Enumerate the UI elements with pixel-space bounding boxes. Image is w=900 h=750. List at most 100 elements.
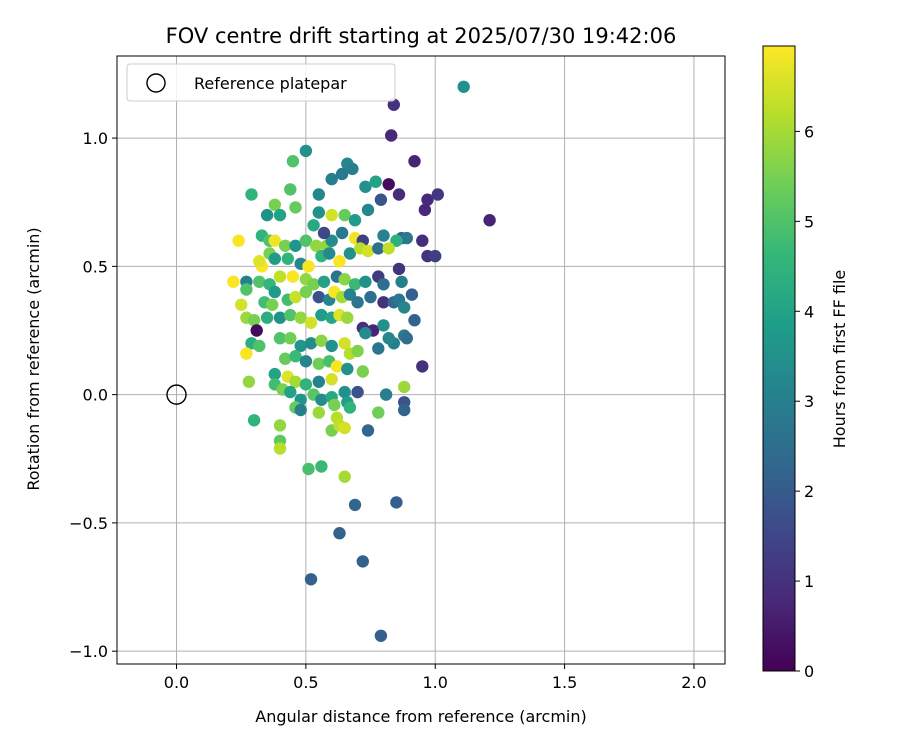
x-tick-label: 0.5 (293, 673, 318, 692)
data-point (325, 373, 338, 386)
colorbar-label: Hours from first FF file (830, 270, 849, 449)
data-point (338, 337, 351, 350)
data-point (390, 496, 403, 509)
data-point (390, 234, 403, 247)
data-point (312, 375, 325, 388)
data-point (429, 249, 442, 263)
data-point (416, 234, 429, 247)
colorbar-tick-label: 2 (804, 482, 814, 501)
data-point (361, 244, 375, 258)
data-point (457, 80, 470, 94)
data-point (361, 424, 375, 437)
data-point (315, 460, 328, 473)
data-point (273, 311, 287, 324)
data-point (247, 414, 261, 427)
data-point (289, 239, 302, 252)
data-point (374, 193, 388, 206)
data-point (304, 573, 318, 586)
data-point (418, 203, 432, 217)
data-point (408, 314, 421, 327)
data-point (338, 208, 351, 222)
data-point (372, 242, 385, 255)
data-point (302, 260, 315, 273)
data-point (273, 332, 287, 345)
data-point (227, 275, 240, 288)
data-point (268, 252, 281, 265)
data-point (431, 188, 444, 201)
legend-marker-open-circle (146, 73, 166, 93)
data-point (416, 360, 429, 373)
data-point (268, 367, 281, 381)
x-tick-label: 1.5 (552, 673, 577, 692)
data-point (372, 342, 385, 355)
x-tick-label: 2.0 (681, 673, 706, 692)
data-point (312, 290, 325, 304)
colorbar-tick-label: 5 (804, 212, 814, 231)
data-point (247, 314, 261, 327)
data-point (253, 255, 266, 268)
data-point (325, 234, 338, 247)
data-point (338, 421, 351, 435)
data-point (242, 375, 256, 388)
x-tick-label: 0.0 (164, 673, 189, 692)
data-point (235, 298, 248, 311)
grid (117, 56, 725, 664)
y-tick-label: 1.0 (83, 129, 108, 148)
data-point (315, 334, 328, 347)
data-point (341, 311, 354, 324)
data-point (377, 278, 390, 291)
data-point (307, 219, 320, 232)
data-point (356, 555, 369, 568)
data-point (284, 332, 297, 345)
data-point (312, 357, 325, 370)
data-point (273, 270, 287, 283)
plot-frame (116, 55, 726, 665)
data-point (359, 326, 372, 340)
data-point (273, 419, 287, 432)
y-axis-label: Rotation from reference (arcmin) (24, 227, 43, 490)
data-point (268, 234, 281, 247)
y-tick-label: −1.0 (69, 642, 108, 661)
colorbar-tick-label: 3 (804, 392, 814, 411)
data-point (284, 308, 297, 322)
data-point (398, 403, 411, 417)
data-point (377, 296, 390, 309)
data-point (325, 208, 338, 222)
data-point (400, 332, 413, 345)
data-point (379, 388, 393, 401)
data-point (392, 188, 406, 201)
data-point (253, 339, 266, 353)
data-point (330, 360, 344, 373)
data-point (395, 275, 408, 288)
data-point (348, 214, 362, 227)
data-point (279, 239, 292, 252)
data-point (289, 350, 302, 363)
data-point (294, 311, 307, 324)
data-point (304, 316, 318, 329)
data-point (382, 242, 395, 255)
data-point (348, 498, 362, 512)
data-point (377, 229, 390, 242)
data-point (333, 527, 346, 540)
data-point (421, 193, 434, 206)
chart-title: FOV centre drift starting at 2025/07/30 … (166, 24, 677, 48)
data-point (268, 198, 281, 211)
data-point (315, 308, 328, 322)
data-point (385, 129, 398, 142)
x-tick-label: 1.0 (423, 673, 448, 692)
points-layer (227, 80, 496, 642)
data-point (273, 208, 287, 222)
data-point (346, 162, 359, 176)
data-point (317, 275, 331, 288)
data-point (328, 398, 341, 412)
data-point (483, 214, 496, 227)
colorbar-frame (762, 45, 796, 672)
data-point (284, 385, 297, 399)
x-axis-label: Angular distance from reference (arcmin) (255, 707, 586, 726)
data-point (289, 375, 302, 388)
data-point (374, 629, 388, 642)
reference-layer (166, 384, 187, 405)
data-point (338, 273, 351, 286)
data-point (359, 180, 372, 193)
